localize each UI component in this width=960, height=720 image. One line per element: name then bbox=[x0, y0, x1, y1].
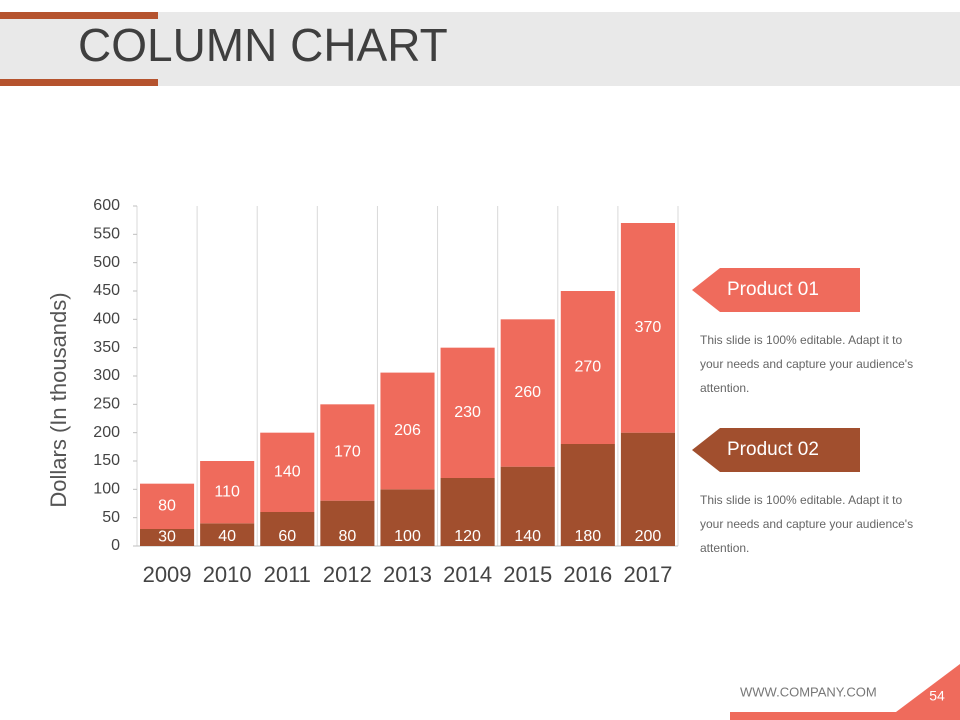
x-tick-label: 2012 bbox=[323, 562, 372, 587]
y-tick-label: 400 bbox=[93, 311, 120, 328]
legend-label: Product 01 bbox=[727, 279, 819, 300]
y-axis-label: Dollars (In thousands) bbox=[46, 292, 71, 507]
bar-segment bbox=[260, 512, 315, 546]
y-tick-label: 450 bbox=[93, 282, 120, 299]
data-label: 200 bbox=[635, 528, 662, 545]
data-label: 270 bbox=[574, 359, 601, 376]
bar-segment bbox=[200, 461, 255, 524]
y-tick-label: 300 bbox=[93, 367, 120, 384]
page-number: 54 bbox=[929, 688, 945, 704]
bar-segment bbox=[380, 372, 435, 490]
data-label: 40 bbox=[218, 528, 236, 545]
x-tick-label: 2009 bbox=[143, 562, 192, 587]
x-tick-label: 2013 bbox=[383, 562, 432, 587]
bar-segment bbox=[560, 291, 615, 444]
slide-title: COLUMN CHART bbox=[78, 19, 448, 71]
footer-bar bbox=[730, 712, 960, 720]
data-label: 110 bbox=[214, 483, 240, 500]
y-tick-label: 150 bbox=[93, 452, 120, 469]
x-tick-label: 2016 bbox=[563, 562, 612, 587]
x-tick-label: 2015 bbox=[503, 562, 552, 587]
y-tick-label: 200 bbox=[93, 424, 120, 441]
y-tick-label: 0 bbox=[111, 537, 120, 554]
data-label: 140 bbox=[514, 528, 541, 545]
data-label: 230 bbox=[454, 404, 481, 421]
legend-label: Product 02 bbox=[727, 439, 819, 460]
data-label: 170 bbox=[334, 444, 361, 461]
x-tick-label: 2010 bbox=[203, 562, 252, 587]
data-label: 80 bbox=[338, 528, 356, 545]
x-tick-label: 2014 bbox=[443, 562, 492, 587]
bar-segment bbox=[440, 347, 495, 478]
header-accent bbox=[0, 79, 158, 86]
data-label: 260 bbox=[514, 384, 541, 401]
bar-segment bbox=[620, 432, 675, 546]
y-tick-label: 250 bbox=[93, 396, 120, 413]
y-tick-label: 500 bbox=[93, 254, 120, 271]
bar-segment bbox=[140, 483, 195, 529]
data-label: 80 bbox=[158, 498, 176, 515]
bar-segment bbox=[320, 500, 375, 546]
bar-segment bbox=[500, 319, 555, 467]
bar-segment bbox=[380, 489, 435, 546]
bar-segment bbox=[200, 523, 255, 546]
data-label: 100 bbox=[394, 528, 421, 545]
data-label: 140 bbox=[274, 464, 301, 481]
header-band bbox=[0, 12, 960, 86]
data-label: 370 bbox=[635, 319, 662, 336]
x-tick-label: 2017 bbox=[623, 562, 672, 587]
bar-segment bbox=[440, 478, 495, 546]
bar-segment bbox=[500, 466, 555, 546]
legend-arrow bbox=[692, 428, 860, 472]
bar-segment bbox=[140, 529, 195, 546]
bar-segment bbox=[260, 432, 315, 512]
bar-segment bbox=[560, 444, 615, 546]
y-tick-label: 550 bbox=[93, 226, 120, 243]
legend-note-box: This slide is 100% editable. Adapt it to… bbox=[700, 333, 914, 395]
data-label: 120 bbox=[454, 528, 481, 545]
legend-note: This slide is 100% editable. Adapt it to… bbox=[700, 493, 914, 555]
y-tick-label: 600 bbox=[93, 197, 120, 214]
data-label: 30 bbox=[158, 529, 176, 546]
legend-note: This slide is 100% editable. Adapt it to… bbox=[700, 333, 914, 395]
data-label: 180 bbox=[574, 528, 601, 545]
y-tick-label: 100 bbox=[93, 481, 120, 498]
x-tick-label: 2011 bbox=[264, 562, 311, 587]
corner-triangle bbox=[896, 664, 960, 712]
bar-segment bbox=[320, 404, 375, 501]
y-tick-label: 350 bbox=[93, 339, 120, 356]
footer-website: WWW.COMPANY.COM bbox=[740, 684, 877, 699]
data-label: 206 bbox=[394, 422, 421, 439]
legend-arrow bbox=[692, 268, 860, 312]
bar-segment bbox=[620, 223, 675, 433]
header-accent bbox=[0, 12, 158, 19]
legend-note-box: This slide is 100% editable. Adapt it to… bbox=[700, 493, 914, 555]
data-label: 60 bbox=[278, 528, 296, 545]
y-tick-label: 50 bbox=[102, 509, 120, 526]
